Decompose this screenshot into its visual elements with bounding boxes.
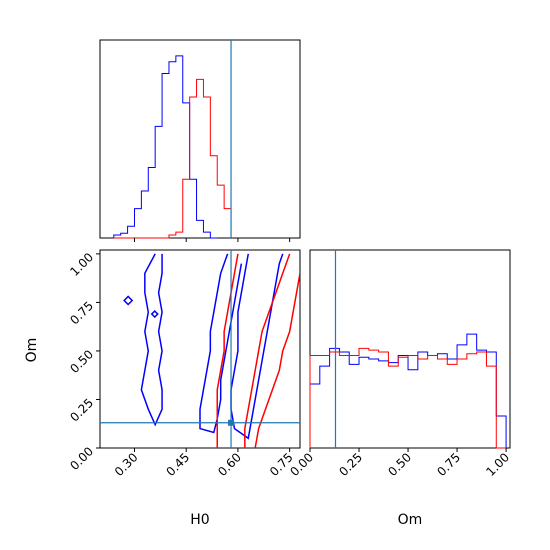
y-axis-label-om: Om xyxy=(24,338,40,363)
contour-blue xyxy=(230,253,284,440)
truth-marker xyxy=(228,419,235,426)
contour-blue xyxy=(140,253,163,427)
om-x-tick-label: 0.00 xyxy=(287,450,316,479)
om-x-tick-label: 0.50 xyxy=(385,450,414,479)
om-x-tick-label: 0.75 xyxy=(434,450,463,479)
contour-blue-island xyxy=(150,309,159,319)
om-x-tick-label: 1.00 xyxy=(483,450,512,479)
om-hist-blue xyxy=(309,333,507,448)
h0-hist-red xyxy=(113,78,232,239)
contour-y-tick-label: 0.75 xyxy=(67,299,96,328)
contour-red xyxy=(216,253,239,448)
contour-red xyxy=(244,253,291,448)
om-histogram-ticks: 0.00 0.25 0.50 0.75 1.00 xyxy=(287,448,512,479)
contour-clipped-group xyxy=(123,253,300,448)
contour-y-tick-label: 1.00 xyxy=(67,250,96,279)
contour-x-tick-label: 0.45 xyxy=(164,450,193,479)
x-axis-label-om: Om xyxy=(398,512,423,528)
h0-hist-blue xyxy=(113,55,218,239)
om-x-tick-label: 0.25 xyxy=(336,450,365,479)
h0-histogram-ticks xyxy=(133,238,291,242)
om-hist-red xyxy=(309,347,507,449)
om-histogram-bars xyxy=(309,250,507,449)
contour-red xyxy=(254,253,300,448)
h0-histogram-bars xyxy=(113,40,232,239)
contour-y-tick-label: 0.00 xyxy=(67,444,96,473)
panel-contour-frame xyxy=(99,249,301,449)
panel-om-histogram: 0.00 0.25 0.50 0.75 1.00 xyxy=(287,249,512,479)
panel-2d-contour: 0.30 0.45 0.60 0.750.000.250.500.751.00 xyxy=(67,249,301,479)
contour-x-tick-label: 0.60 xyxy=(215,450,244,479)
contour-blue xyxy=(199,253,243,434)
contour-blue-island xyxy=(123,295,134,306)
panel-h0-histogram xyxy=(99,39,301,242)
contour-y-tick-label: 0.25 xyxy=(67,396,96,425)
x-axis-label-h0: H0 xyxy=(190,512,209,528)
contour-lines xyxy=(100,250,300,448)
panel-om-frame xyxy=(309,249,511,449)
contour-y-tick-label: 0.50 xyxy=(67,347,96,376)
contour-x-tick-label: 0.30 xyxy=(112,450,141,479)
panel-h0-frame xyxy=(99,39,301,239)
